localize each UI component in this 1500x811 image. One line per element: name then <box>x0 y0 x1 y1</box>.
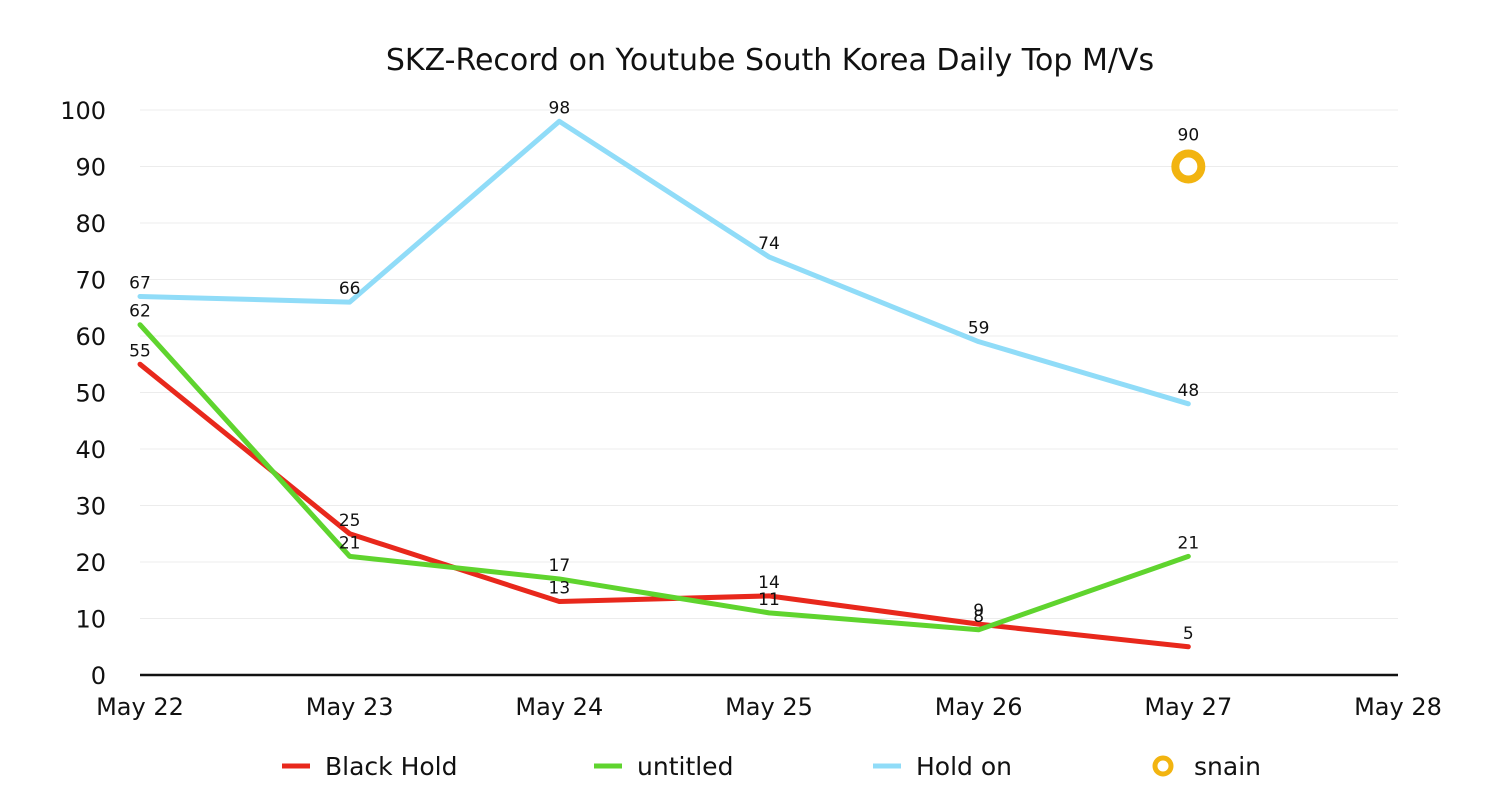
series-layer <box>137 118 1206 650</box>
legend-item: Black Hold <box>282 752 458 781</box>
x-tick-label: May 26 <box>935 693 1023 721</box>
data-label: 90 <box>1178 126 1200 146</box>
series-black-hold <box>137 361 1191 650</box>
series-line <box>137 322 1191 633</box>
series-snain <box>1171 149 1206 184</box>
data-label: 17 <box>549 556 571 576</box>
y-tick-label: 40 <box>75 436 106 464</box>
data-label: 21 <box>339 533 361 553</box>
data-point <box>1171 149 1206 184</box>
data-label: 74 <box>758 234 780 254</box>
data-label: 25 <box>339 511 361 531</box>
x-tick-label: May 23 <box>306 693 394 721</box>
x-tick-label: May 25 <box>725 693 813 721</box>
x-tick-label: May 28 <box>1354 693 1442 721</box>
data-label: 9 <box>973 601 984 621</box>
data-label: 59 <box>968 319 990 339</box>
legend-item: untitled <box>594 752 733 781</box>
y-tick-label: 80 <box>75 210 106 238</box>
data-label: 55 <box>129 341 151 361</box>
data-label: 48 <box>1178 381 1200 401</box>
legend: Black Hold untitled Hold on snain <box>282 752 1261 781</box>
data-label: 5 <box>1183 624 1194 644</box>
x-tick-label: May 27 <box>1144 693 1232 721</box>
series-line <box>137 361 1191 650</box>
y-tick-label: 10 <box>75 606 106 634</box>
data-label: 8 <box>973 607 984 627</box>
y-tick-label: 50 <box>75 380 106 408</box>
series-untitled <box>137 322 1191 633</box>
data-label: 98 <box>549 98 571 118</box>
series-hold-on <box>137 118 1191 407</box>
y-tick-label: 30 <box>75 493 106 521</box>
data-label: 14 <box>758 573 780 593</box>
y-tick-label: 20 <box>75 549 106 577</box>
legend-label: untitled <box>637 752 733 781</box>
legend-label: Hold on <box>916 752 1012 781</box>
x-tick-label: May 22 <box>96 693 184 721</box>
data-label: 67 <box>129 273 151 293</box>
y-tick-label: 60 <box>75 323 106 351</box>
y-tick-label: 70 <box>75 267 106 295</box>
legend-item: snain <box>1152 752 1261 781</box>
data-labels: 55 25 13 14 9 5 62 21 17 11 8 21 67 66 98 74 59 48 90 <box>129 98 1199 643</box>
y-tick-label: 0 <box>91 662 106 690</box>
legend-swatch <box>1152 755 1174 777</box>
legend-label: Black Hold <box>325 752 458 781</box>
data-label: 62 <box>129 302 151 322</box>
legend-item: Hold on <box>873 752 1012 781</box>
y-tick-label: 100 <box>60 97 106 125</box>
y-tick-label: 90 <box>75 154 106 182</box>
data-label: 66 <box>339 279 361 299</box>
data-label: 11 <box>758 590 780 610</box>
x-axis: May 22 May 23 May 24 May 25 May 26 May 27 May … <box>96 673 1442 721</box>
data-label: 13 <box>549 579 571 599</box>
x-tick-label: May 24 <box>515 693 603 721</box>
legend-label: snain <box>1194 752 1261 781</box>
chart-title: SKZ-Record on Youtube South Korea Daily … <box>386 43 1154 78</box>
series-line <box>137 118 1191 407</box>
gridlines <box>140 109 1398 619</box>
data-label: 21 <box>1178 533 1200 553</box>
y-axis: 0 10 20 30 40 50 60 70 80 90 100 <box>60 97 106 690</box>
